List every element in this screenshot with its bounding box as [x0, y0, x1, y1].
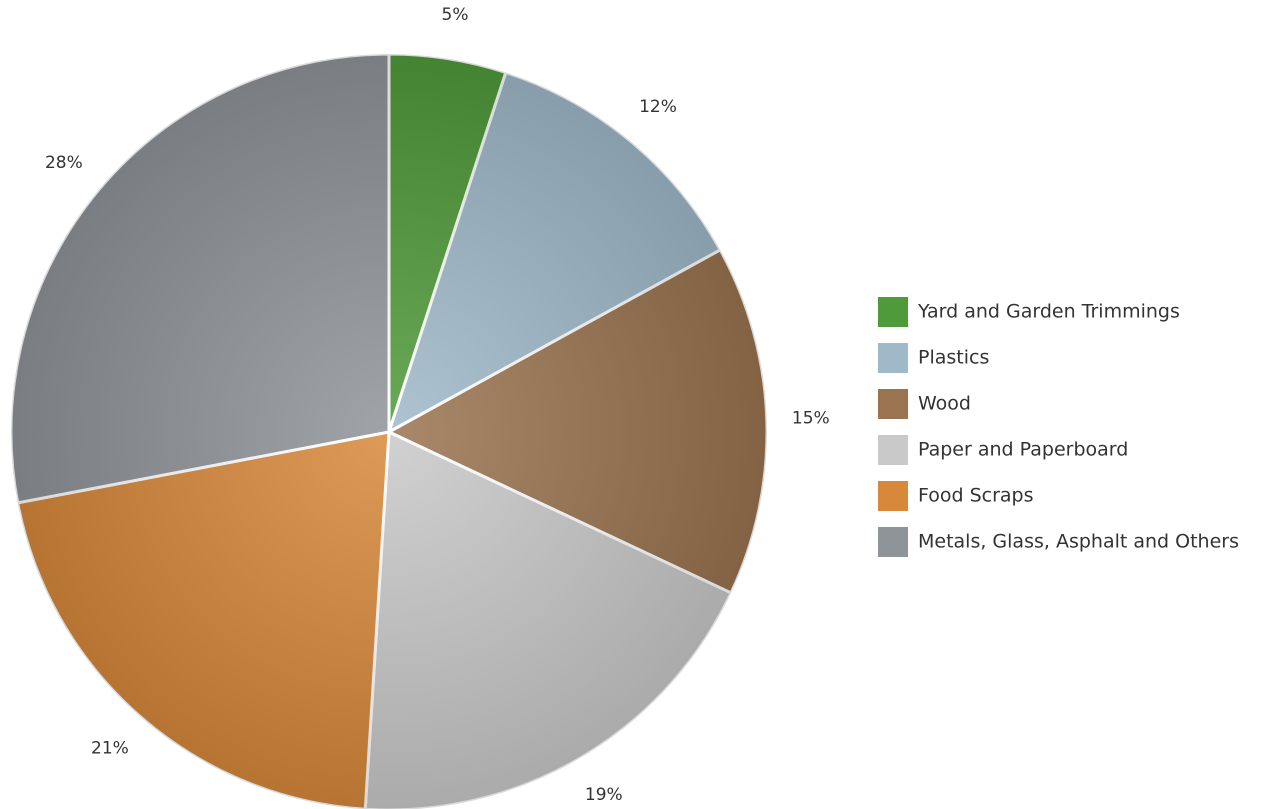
slice-label: 28% — [45, 153, 83, 173]
legend-label: Metals, Glass, Asphalt and Others — [918, 531, 1239, 553]
pie-slice — [9, 52, 391, 505]
legend-swatch — [878, 343, 908, 373]
slice-label: 19% — [585, 785, 623, 805]
legend-swatch — [878, 297, 908, 327]
legend-label: Plastics — [918, 347, 989, 369]
slice-label: 12% — [639, 97, 677, 117]
legend-label: Paper and Paperboard — [918, 439, 1128, 461]
legend-swatch — [878, 481, 908, 511]
slice-label: 15% — [792, 409, 830, 429]
legend-swatch — [878, 389, 908, 419]
slice-label: 21% — [91, 739, 129, 759]
legend-label: Yard and Garden Trimmings — [917, 301, 1180, 323]
slice-label: 5% — [442, 5, 469, 25]
legend-label: Food Scraps — [918, 485, 1034, 507]
legend-label: Wood — [918, 393, 971, 415]
legend-swatch — [878, 527, 908, 557]
legend-swatch — [878, 435, 908, 465]
